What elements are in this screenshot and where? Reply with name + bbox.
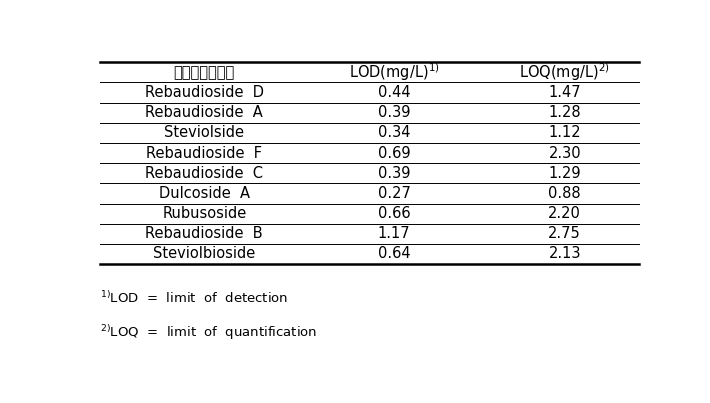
- Text: 1.47: 1.47: [548, 85, 581, 100]
- Text: Rebaudioside  B: Rebaudioside B: [146, 226, 263, 241]
- Text: Steviolside: Steviolside: [164, 125, 244, 140]
- Text: Dulcoside  A: Dulcoside A: [159, 186, 250, 201]
- Text: Rebaudioside  D: Rebaudioside D: [145, 85, 264, 100]
- Text: 0.34: 0.34: [378, 125, 410, 140]
- Text: 스테비올배당체: 스테비올배당체: [174, 65, 235, 80]
- Text: $^{2)}$LOQ  =  limit  of  quantification: $^{2)}$LOQ = limit of quantification: [99, 323, 317, 342]
- Text: Rebaudioside  C: Rebaudioside C: [146, 166, 263, 181]
- Text: Steviolbioside: Steviolbioside: [153, 247, 256, 262]
- Text: 1.28: 1.28: [548, 105, 581, 120]
- Text: 2.30: 2.30: [548, 145, 581, 160]
- Text: 0.27: 0.27: [378, 186, 410, 201]
- Text: 0.39: 0.39: [378, 166, 410, 181]
- Text: 2.13: 2.13: [548, 247, 581, 262]
- Text: Rebaudioside  F: Rebaudioside F: [146, 145, 262, 160]
- Text: LOQ(mg/L)$^{2)}$: LOQ(mg/L)$^{2)}$: [519, 62, 610, 83]
- Text: 0.64: 0.64: [378, 247, 410, 262]
- Text: Rubusoside: Rubusoside: [162, 206, 246, 221]
- Text: 0.39: 0.39: [378, 105, 410, 120]
- Text: 0.66: 0.66: [378, 206, 410, 221]
- Text: 1.12: 1.12: [548, 125, 581, 140]
- Text: 2.20: 2.20: [548, 206, 581, 221]
- Text: LOD(mg/L)$^{1)}$: LOD(mg/L)$^{1)}$: [349, 62, 439, 83]
- Text: 1.17: 1.17: [378, 226, 410, 241]
- Text: $^{1)}$LOD  =  limit  of  detection: $^{1)}$LOD = limit of detection: [99, 290, 288, 306]
- Text: 0.44: 0.44: [378, 85, 410, 100]
- Text: 2.75: 2.75: [548, 226, 581, 241]
- Text: 0.88: 0.88: [548, 186, 581, 201]
- Text: 1.29: 1.29: [548, 166, 581, 181]
- Text: 0.69: 0.69: [378, 145, 410, 160]
- Text: Rebaudioside  A: Rebaudioside A: [146, 105, 263, 120]
